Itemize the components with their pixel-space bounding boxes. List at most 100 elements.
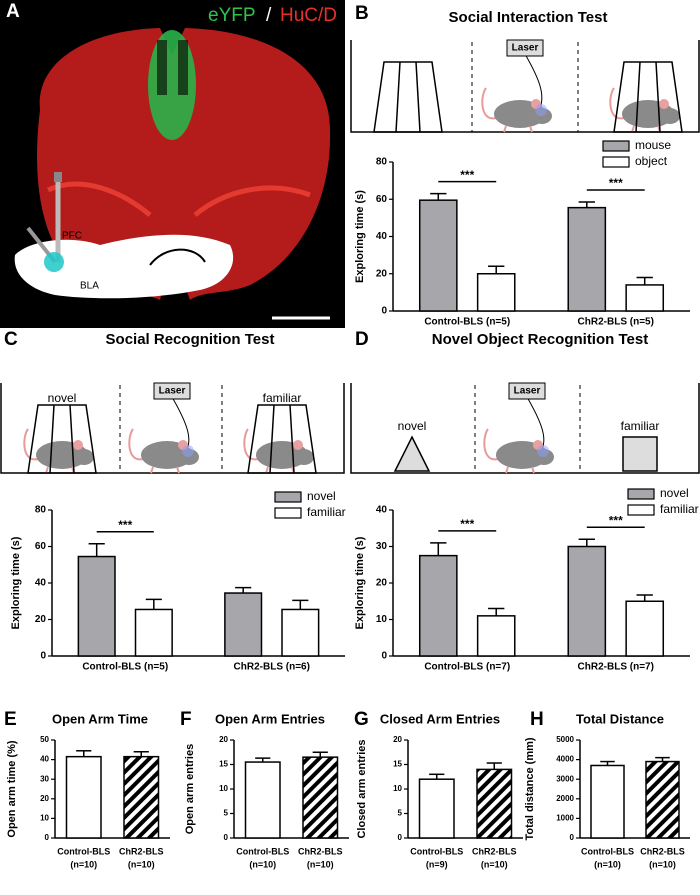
y-tick-label: 40 [376, 505, 388, 516]
channel-label: eYFP [208, 5, 256, 26]
bar [567, 545, 607, 657]
y-tick-label: 30 [376, 541, 388, 552]
y-tick-label: 1000 [556, 814, 574, 823]
y-tick-label: 0 [224, 833, 229, 842]
y-axis-label: Open arm entries [184, 744, 196, 834]
ventricle [178, 40, 188, 95]
panel-label: D [355, 329, 369, 350]
significance-label: *** [609, 513, 623, 527]
y-tick-label: 20 [35, 614, 47, 625]
y-tick-label: 40 [40, 755, 49, 764]
y-tick-label: 15 [219, 760, 228, 769]
arena [350, 40, 700, 133]
laser-box [506, 39, 544, 57]
chart-title: Total Distance [576, 711, 664, 726]
chart-title: Closed Arm Entries [380, 711, 500, 726]
legend-swatch [627, 504, 655, 516]
legend-label: novel [660, 486, 689, 500]
y-tick-label: 80 [376, 157, 388, 168]
x-tick-label: (n=10) [128, 859, 155, 869]
mouse-tail [481, 87, 497, 120]
bar [625, 600, 665, 657]
x-tick-label: Control-BLS [57, 846, 110, 856]
x-tick-label: ChR2-BLS (n=6) [234, 662, 310, 673]
panel-label: F [180, 709, 192, 730]
y-tick-label: 20 [219, 735, 228, 744]
y-tick-label: 0 [570, 833, 575, 842]
bar [281, 608, 320, 657]
mouse-feet [503, 125, 533, 133]
x-tick-label: Control-BLS [581, 846, 634, 856]
panel-label: C [4, 329, 18, 350]
x-tick-label: Control-BLS (n=7) [424, 662, 510, 673]
chart-title: Open Arm Time [52, 711, 148, 726]
arena [0, 383, 345, 474]
cage [27, 404, 97, 474]
region-label: PFC [62, 231, 82, 242]
bar [224, 592, 263, 657]
y-tick-label: 5 [224, 809, 229, 818]
cage [373, 61, 443, 133]
chart-title: Novel Object Recognition Test [432, 331, 648, 348]
x-tick-label: ChR2-BLS [472, 846, 517, 856]
y-tick-label: 20 [393, 735, 402, 744]
mouse-ear [73, 440, 83, 450]
y-tick-label: 80 [35, 505, 47, 516]
panel-label: B [355, 3, 369, 24]
bar [645, 760, 680, 839]
y-tick-label: 20 [40, 794, 49, 803]
cage-label: novel [48, 391, 77, 405]
y-tick-label: 5 [398, 809, 403, 818]
familiar-object [622, 436, 658, 472]
y-axis-label: Open arm time (%) [6, 740, 18, 838]
x-tick-label: ChR2-BLS [640, 846, 685, 856]
y-tick-label: 10 [219, 784, 228, 793]
mouse-ear [293, 440, 303, 450]
fiber-cannula [54, 172, 62, 182]
laser-box [153, 382, 191, 400]
panel-label: A [6, 1, 20, 22]
legend-label: novel [307, 489, 336, 503]
brain-outline [149, 248, 206, 266]
mouse-head [74, 449, 94, 465]
legend-swatch [602, 140, 630, 152]
panel-label: G [354, 709, 369, 730]
bar [590, 764, 625, 839]
object-label: novel [398, 419, 427, 433]
y-tick-label: 40 [376, 231, 388, 242]
significance-label: *** [118, 518, 132, 532]
y-tick-label: 15 [393, 760, 402, 769]
y-tick-label: 0 [40, 651, 46, 662]
y-axis-label: Exploring time (s) [354, 536, 366, 629]
mouse-tail [23, 428, 39, 461]
bar [418, 199, 458, 312]
bar [244, 761, 281, 839]
y-tick-label: 60 [376, 194, 388, 205]
y-tick-label: 20 [376, 578, 388, 589]
laser-label: Laser [159, 386, 186, 397]
x-tick-label: (n=10) [481, 859, 508, 869]
bar [302, 756, 339, 839]
y-tick-label: 3000 [556, 774, 574, 783]
x-tick-label: (n=10) [70, 859, 97, 869]
x-tick-label: Control-BLS [236, 846, 289, 856]
chart-title: Open Arm Entries [215, 711, 325, 726]
x-tick-label: ChR2-BLS [298, 846, 343, 856]
y-tick-label: 2000 [556, 794, 574, 803]
significance-label: *** [609, 176, 623, 190]
bar [476, 615, 516, 657]
eyfp-expression [148, 30, 196, 140]
bar [567, 206, 607, 312]
y-tick-label: 30 [40, 774, 49, 783]
light-glow [537, 445, 549, 457]
y-tick-label: 10 [376, 614, 388, 625]
x-tick-label: Control-BLS [410, 846, 463, 856]
x-tick-label: (n=10) [307, 859, 334, 869]
mouse-tail [243, 428, 259, 461]
chart-title: Social Interaction Test [449, 9, 608, 26]
chart-title: Social Recognition Test [106, 331, 275, 348]
y-tick-label: 5000 [556, 735, 574, 744]
cage [247, 404, 317, 474]
mouse-tail [483, 428, 499, 461]
